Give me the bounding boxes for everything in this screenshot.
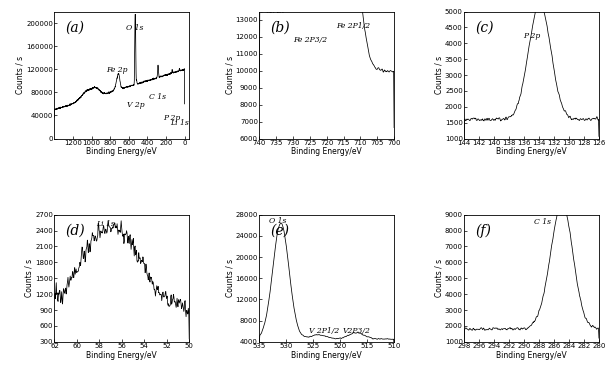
Text: P 2p: P 2p xyxy=(163,114,180,122)
Text: Fe 2P3/2: Fe 2P3/2 xyxy=(293,36,327,44)
Text: (a): (a) xyxy=(65,20,84,35)
X-axis label: Binding Energy/eV: Binding Energy/eV xyxy=(292,351,362,359)
Y-axis label: Counts / s: Counts / s xyxy=(434,259,443,297)
Text: (e): (e) xyxy=(270,223,289,238)
Text: C 1s: C 1s xyxy=(534,218,551,226)
Text: V 2p: V 2p xyxy=(127,101,145,109)
Text: (d): (d) xyxy=(65,223,85,238)
X-axis label: Binding Energy/eV: Binding Energy/eV xyxy=(292,147,362,156)
Y-axis label: Counts / s: Counts / s xyxy=(16,56,25,94)
X-axis label: Binding Energy/eV: Binding Energy/eV xyxy=(87,147,157,156)
X-axis label: Binding Energy/eV: Binding Energy/eV xyxy=(496,147,567,156)
X-axis label: Binding Energy/eV: Binding Energy/eV xyxy=(496,351,567,359)
Text: (f): (f) xyxy=(475,223,491,238)
Text: Fe 2P1/2: Fe 2P1/2 xyxy=(336,22,371,30)
Y-axis label: Counts / s: Counts / s xyxy=(434,56,443,94)
Text: (c): (c) xyxy=(475,20,494,35)
Text: Li 1s: Li 1s xyxy=(96,220,114,228)
Y-axis label: Counts / s: Counts / s xyxy=(225,259,234,297)
Text: O 1s: O 1s xyxy=(126,24,144,32)
Text: C 1s: C 1s xyxy=(149,93,166,101)
Text: O 1s: O 1s xyxy=(269,217,287,225)
Y-axis label: Counts / s: Counts / s xyxy=(225,56,234,94)
Text: V 2P1/2: V 2P1/2 xyxy=(309,328,339,335)
Y-axis label: Counts / s: Counts / s xyxy=(25,259,34,297)
Text: Fe 2p: Fe 2p xyxy=(106,66,128,74)
Text: Li 1s: Li 1s xyxy=(170,119,189,127)
Text: (b): (b) xyxy=(270,20,290,35)
Text: P 2p: P 2p xyxy=(523,32,540,40)
X-axis label: Binding Energy/eV: Binding Energy/eV xyxy=(87,351,157,359)
Text: V2P3/2: V2P3/2 xyxy=(342,328,370,335)
